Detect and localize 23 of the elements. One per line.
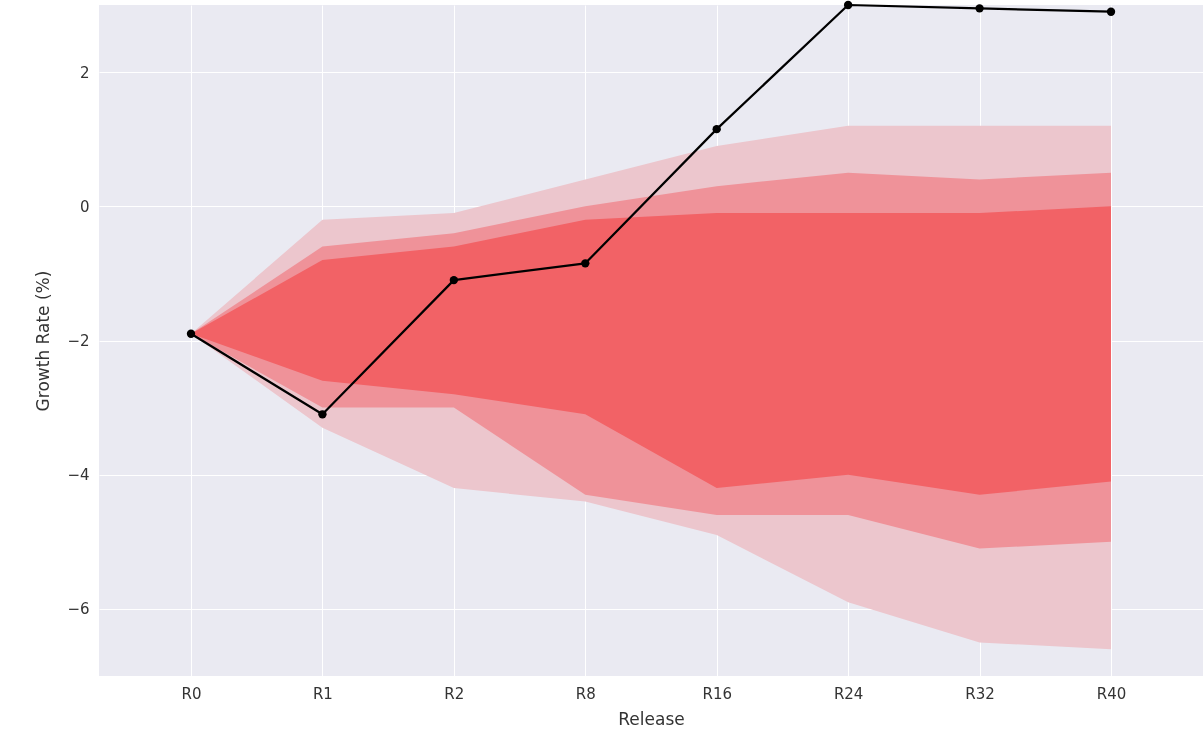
x-axis-title: Release (618, 708, 685, 729)
point (318, 410, 327, 419)
point (712, 124, 721, 134)
point (1106, 7, 1116, 16)
point (975, 4, 984, 13)
y-tick-label: −4 (67, 466, 90, 485)
x-tick-label: R32 (965, 684, 995, 703)
point (186, 329, 196, 338)
x-tick-label: R8 (575, 684, 596, 703)
point (449, 275, 459, 285)
x-tick-label: R1 (312, 684, 333, 703)
x-tick-label: R16 (702, 684, 732, 703)
point (581, 259, 590, 268)
y-tick-label: 2 (79, 63, 90, 82)
point (843, 0, 853, 10)
x-tick-label: R24 (833, 684, 864, 703)
x-tick-label: R40 (1096, 684, 1127, 703)
x-tick-label: R0 (181, 684, 202, 703)
y-tick-label: −2 (67, 332, 90, 350)
y-tick-label: 0 (79, 197, 90, 216)
x-tick-label: R2 (444, 684, 465, 703)
y-tick-label: −6 (67, 600, 90, 619)
y-axis-title: Growth Rate (%) (33, 270, 54, 412)
